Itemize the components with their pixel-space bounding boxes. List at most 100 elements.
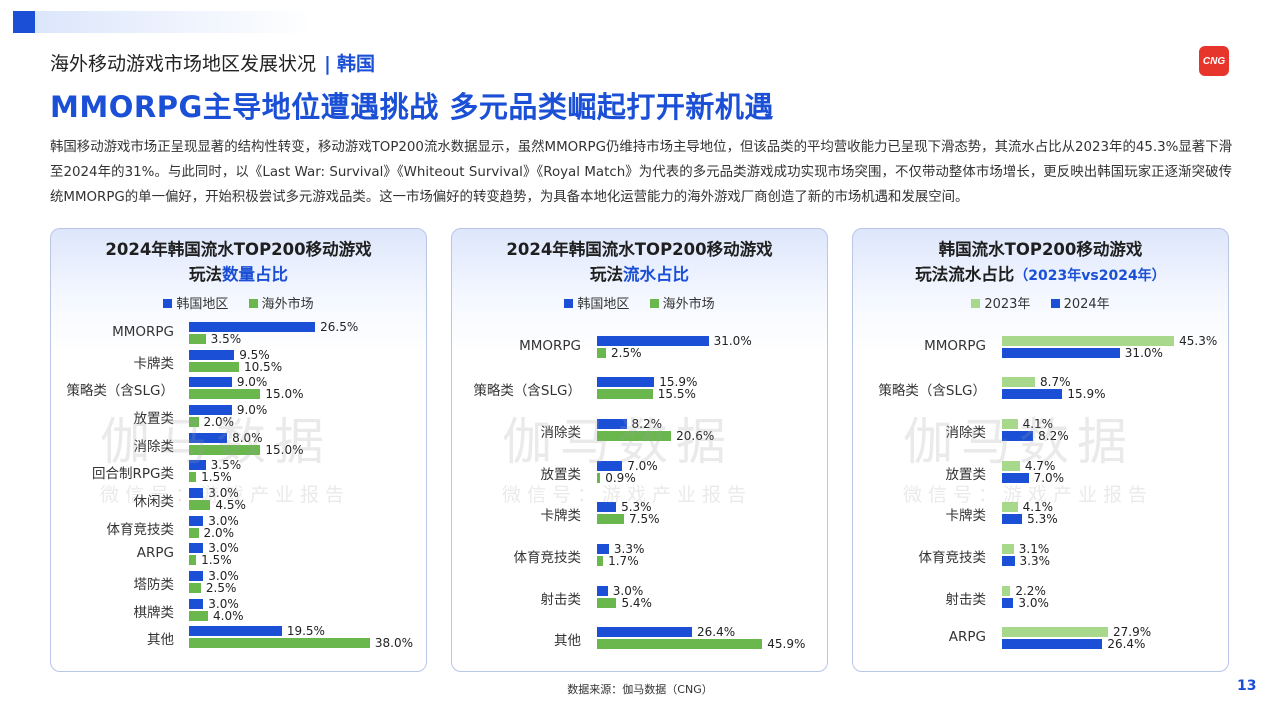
value-label: 45.3% [1179, 333, 1218, 348]
legend-swatch [564, 299, 574, 308]
category-label: 策略类（含SLG） [473, 383, 581, 400]
legend-label: 2024年 [1063, 297, 1110, 312]
value-label: 3.0% [208, 513, 239, 528]
bar-series-2 [1002, 347, 1120, 358]
chart-legend: 2023年 2024年 [853, 293, 1228, 312]
category-label: 放置类 [540, 466, 582, 483]
value-label: 7.0% [627, 458, 658, 473]
value-label: 3.0% [1018, 595, 1049, 610]
legend-swatch [649, 299, 659, 308]
value-label: 7.0% [1033, 470, 1065, 485]
bar-series-1 [189, 487, 204, 498]
cng-logo-icon: CNG [1199, 46, 1229, 76]
bar-series-2 [189, 444, 261, 455]
value-label: 5.4% [621, 595, 652, 610]
category-label: 卡牌类 [540, 508, 582, 525]
legend-item: 海外市场 [649, 293, 715, 312]
value-label: 1.7% [608, 553, 639, 568]
bar-series-2 [189, 361, 239, 372]
bar-series-1 [189, 321, 316, 332]
bar-series-1 [189, 543, 204, 554]
value-label: 26.4% [697, 625, 736, 640]
value-label: 31.0% [713, 333, 752, 348]
bar-series-1 [597, 543, 609, 554]
legend-label: 韩国地区 [176, 297, 229, 312]
category-label: 消除类 [945, 425, 987, 442]
chart-title-line1: 2024年韩国流水TOP200移动游戏 [506, 240, 773, 259]
bar-series-2 [189, 555, 197, 566]
category-label: 射击类 [540, 591, 582, 608]
bar-series-1 [1002, 460, 1020, 471]
top-accent-square [13, 11, 35, 33]
value-label: 9.0% [236, 375, 268, 390]
chart-title: 2024年韩国流水TOP200移动游戏 玩法流水占比 [452, 237, 827, 287]
legend-swatch [163, 299, 173, 308]
value-label: 8.2% [631, 417, 663, 432]
value-label: 3.3% [613, 541, 645, 556]
category-label: 体育竞技类 [918, 549, 987, 566]
chart-title-plain: 玩法 [189, 265, 222, 284]
value-label: 3.0% [208, 568, 239, 583]
chart-title-line2: 玩法流水占比 [452, 262, 827, 287]
section-title: 海外移动游戏市场地区发展状况 [50, 53, 317, 75]
bar-series-2 [1002, 639, 1103, 650]
chart-title-plain: 玩法流水占比 [915, 265, 1015, 284]
value-label: 20.6% [676, 429, 715, 444]
chart-title-line1: 2024年韩国流水TOP200移动游戏 [105, 240, 372, 259]
bar-series-2 [1002, 555, 1015, 566]
value-label: 2.0% [203, 525, 235, 540]
category-label: 体育竞技类 [513, 549, 582, 566]
bar-series-1 [189, 460, 206, 471]
value-label: 4.7% [1024, 458, 1056, 473]
value-label: 4.1% [1022, 417, 1054, 432]
value-label: 31.0% [1124, 345, 1163, 360]
category-label: 消除类 [133, 438, 175, 455]
bar-series-2 [597, 639, 763, 650]
value-label: 8.0% [232, 430, 263, 445]
value-label: 4.1% [1022, 500, 1054, 515]
legend-swatch [1050, 299, 1060, 308]
bar-series-1 [1002, 502, 1018, 513]
value-label: 2.2% [1015, 583, 1046, 598]
value-label: 3.0% [208, 596, 239, 611]
bar-series-2 [189, 638, 370, 649]
legend-item: 海外市场 [248, 293, 314, 312]
bar-series-2 [189, 499, 211, 510]
bar-series-2 [1002, 597, 1014, 608]
legend-label: 海外市场 [261, 297, 314, 312]
value-label: 15.0% [265, 387, 304, 402]
category-label: MMORPG [519, 337, 581, 354]
bar-series-1 [597, 335, 709, 346]
bar-series-2 [189, 333, 206, 344]
section-heading: 海外移动游戏市场地区发展状况 | 韩国 [50, 49, 375, 76]
section-separator: | [324, 53, 331, 75]
bar-chart-quantity-share: MMORPG 26.5% 3.5% 卡牌类 9.5% 10.5% 策略类（含SLG） 9.0%… [51, 229, 426, 671]
value-label: 0.9% [605, 470, 636, 485]
chart-title-highlight: 数量占比 [222, 265, 288, 284]
legend-item: 2023年 [971, 293, 1030, 312]
value-label: 4.5% [215, 497, 246, 512]
category-label: 消除类 [540, 425, 582, 442]
category-label: 策略类（含SLG） [878, 383, 986, 400]
chart-title-line1: 韩国流水TOP200移动游戏 [938, 240, 1143, 259]
chart-title-highlight: （2023年vs2024年） [1014, 268, 1166, 284]
bar-series-2 [597, 472, 601, 483]
section-region: 韩国 [336, 53, 375, 75]
value-label: 9.5% [239, 347, 270, 362]
category-label: MMORPG [924, 337, 986, 354]
bar-series-2 [597, 514, 624, 525]
value-label: 3.5% [210, 331, 242, 346]
value-label: 5.3% [621, 500, 652, 515]
bar-series-2 [1002, 389, 1063, 400]
category-label: 放置类 [945, 466, 987, 483]
legend-swatch [971, 299, 981, 308]
value-label: 26.4% [1107, 637, 1146, 652]
category-label: 塔防类 [133, 576, 175, 593]
chart-title-line2: 玩法流水占比（2023年vs2024年） [853, 262, 1228, 289]
value-label: 7.5% [629, 512, 660, 527]
value-label: 3.0% [612, 583, 644, 598]
bar-series-1 [597, 502, 617, 513]
bar-chart-revenue-share: MMORPG 31.0% 2.5% 策略类（含SLG） 15.9% 15.5% 消除类 8.2… [452, 229, 827, 671]
legend-item: 2024年 [1050, 293, 1110, 312]
bar-series-1 [189, 515, 204, 526]
